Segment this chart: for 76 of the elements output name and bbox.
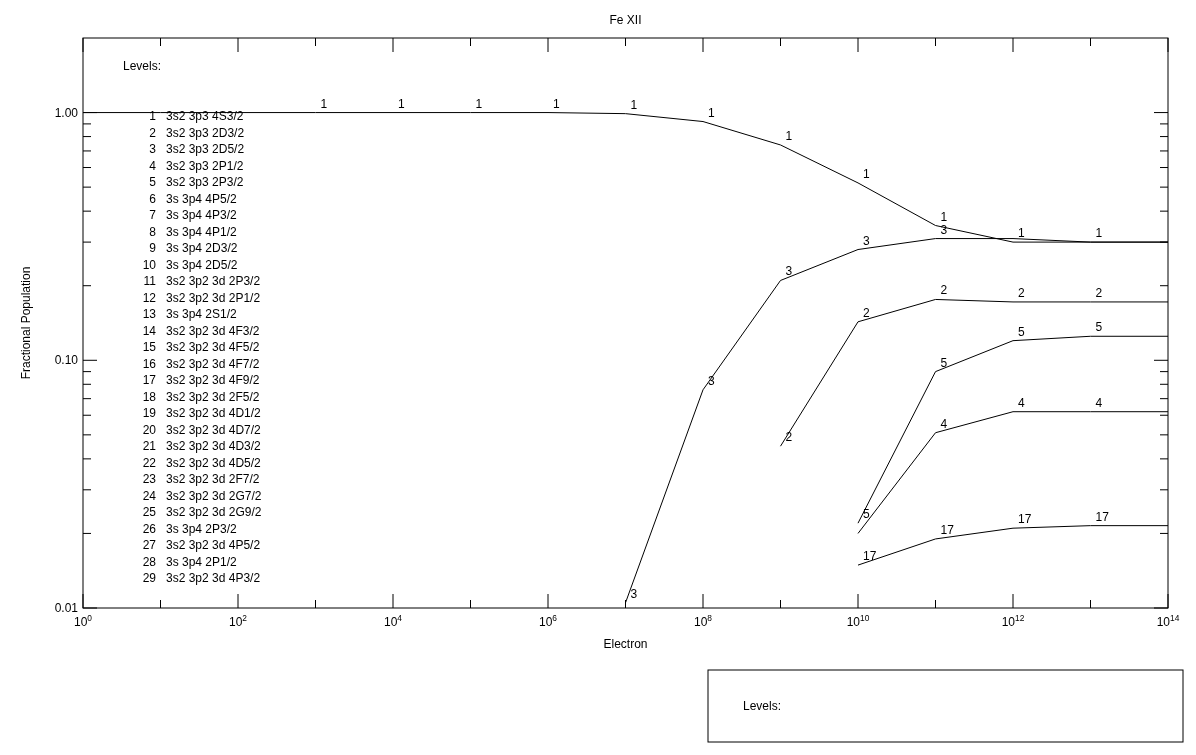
series-label: 3 [785,264,793,279]
x-tick-label: 10$^{8}$ [693,613,713,629]
text: 1 [475,96,483,111]
annotation: 6 3s 3p4 4P5/2 [149,191,238,206]
annotation: 23 3s2 3p2 3d 2F7/2 [142,472,260,486]
chart-title: Fe XII [609,13,642,27]
annotation: 21 3s2 3p2 3d 4D3/2 [142,439,262,453]
annotation: 18 3s2 3p2 3d 2F5/2 [142,389,260,404]
annotation: 28 3s 3p4 2P1/2 [142,554,238,569]
annotation: 7 3s 3p4 4P3/2 [149,208,238,222]
y-tick-label: 0.01 [54,601,79,615]
y-tick-label: 1.00 [54,105,79,120]
annotation: 25 3s2 3p2 3d 2G9/2 [142,505,262,519]
annotation: 17 3s2 3p2 3d 4F9/2 [142,373,260,387]
text: 5 [1018,324,1025,339]
annotation: 29 3s2 3p2 3d 4P3/2 [142,571,261,585]
text: 1 [708,105,715,120]
annotation: 10 3s 3p4 2D5/2 [142,257,238,272]
x-tick-label: 10$^{2}$ [228,613,248,629]
series-label: 4 [940,416,948,431]
text: 1 [398,96,405,111]
text: 3 [863,233,870,248]
text: 1 [1095,226,1103,241]
series-label: 5 [940,355,948,370]
annotation: 12 3s2 3p2 3d 2P1/2 [142,290,261,305]
annotation: 24 3s2 3p2 3d 2G7/2 [142,488,262,503]
annotation: 3 3s2 3p3 2D5/2 [149,142,245,156]
series-label: 17 [863,549,877,564]
x-tick-label: 10$^{10}$ [846,613,870,629]
annotation: 11 3s2 3p2 3d 2P3/2 [143,274,261,288]
text: 1 [863,166,870,181]
x-tick-label: 10$^{6}$ [538,613,558,629]
text: 3 [708,373,715,388]
annotation: 20 3s2 3p2 3d 4D7/2 [142,422,262,437]
y-tick-label: 0.10 [54,353,79,368]
annotation: 4 3s2 3p3 2P1/2 [149,158,244,173]
annotation: 16 3s2 3p2 3d 4F7/2 [142,356,260,371]
annotation: 1 3s2 3p3 4S3/2 [149,109,244,123]
annotation: 9 3s 3p4 2D3/2 [149,241,238,255]
text: 1 [940,209,948,224]
text: Levels: [743,699,782,713]
text: 17 [1095,509,1109,524]
series-label: 2 [785,430,793,445]
x-tick-label: 10$^{4}$ [383,613,403,629]
text: 4 [1018,395,1025,410]
text: 17 [940,522,954,537]
text: 1 [630,97,638,112]
annotation: 22 3s2 3p2 3d 4D5/2 [142,455,262,470]
annotation: 5 3s2 3p3 2P3/2 [149,175,244,189]
text: 1 [553,96,560,111]
text: 2 [1018,285,1025,300]
text: 5 [863,507,870,522]
annotation: 14 3s2 3p2 3d 4F3/2 [142,323,260,338]
text: 5 [1095,320,1103,335]
text: 1 [785,128,793,143]
text: 1 [1018,226,1025,241]
annotation: 2 3s2 3p3 2D3/2 [149,125,245,140]
series-label: 1 [320,96,328,111]
text: 3 [630,586,638,601]
annotation: 27 3s2 3p2 3d 4P5/2 [142,538,261,552]
x-tick-label: 10$^{14}$ [1156,613,1180,629]
annotation: 8 3s 3p4 4P1/2 [149,224,238,239]
annotation: 19 3s2 3p2 3d 4D1/2 [142,406,262,420]
annotation: 13 3s 3p4 2S1/2 [142,307,238,321]
annotation: 15 3s2 3p2 3d 4F5/2 [142,340,260,354]
text: 2 [1095,285,1103,300]
text: 2 [863,305,870,320]
annotation: 26 3s 3p4 2P3/2 [142,521,238,536]
text: 4 [1095,395,1103,410]
y-axis-title: Fractional Population [19,266,33,380]
x-tick-label: 10$^{0}$ [73,613,93,629]
text: 17 [1018,512,1032,527]
x-axis-title: Electron [603,637,648,651]
text: 2 [940,283,948,298]
x-tick-label: 10$^{12}$ [1001,613,1025,629]
annotation: Levels: [123,59,162,73]
